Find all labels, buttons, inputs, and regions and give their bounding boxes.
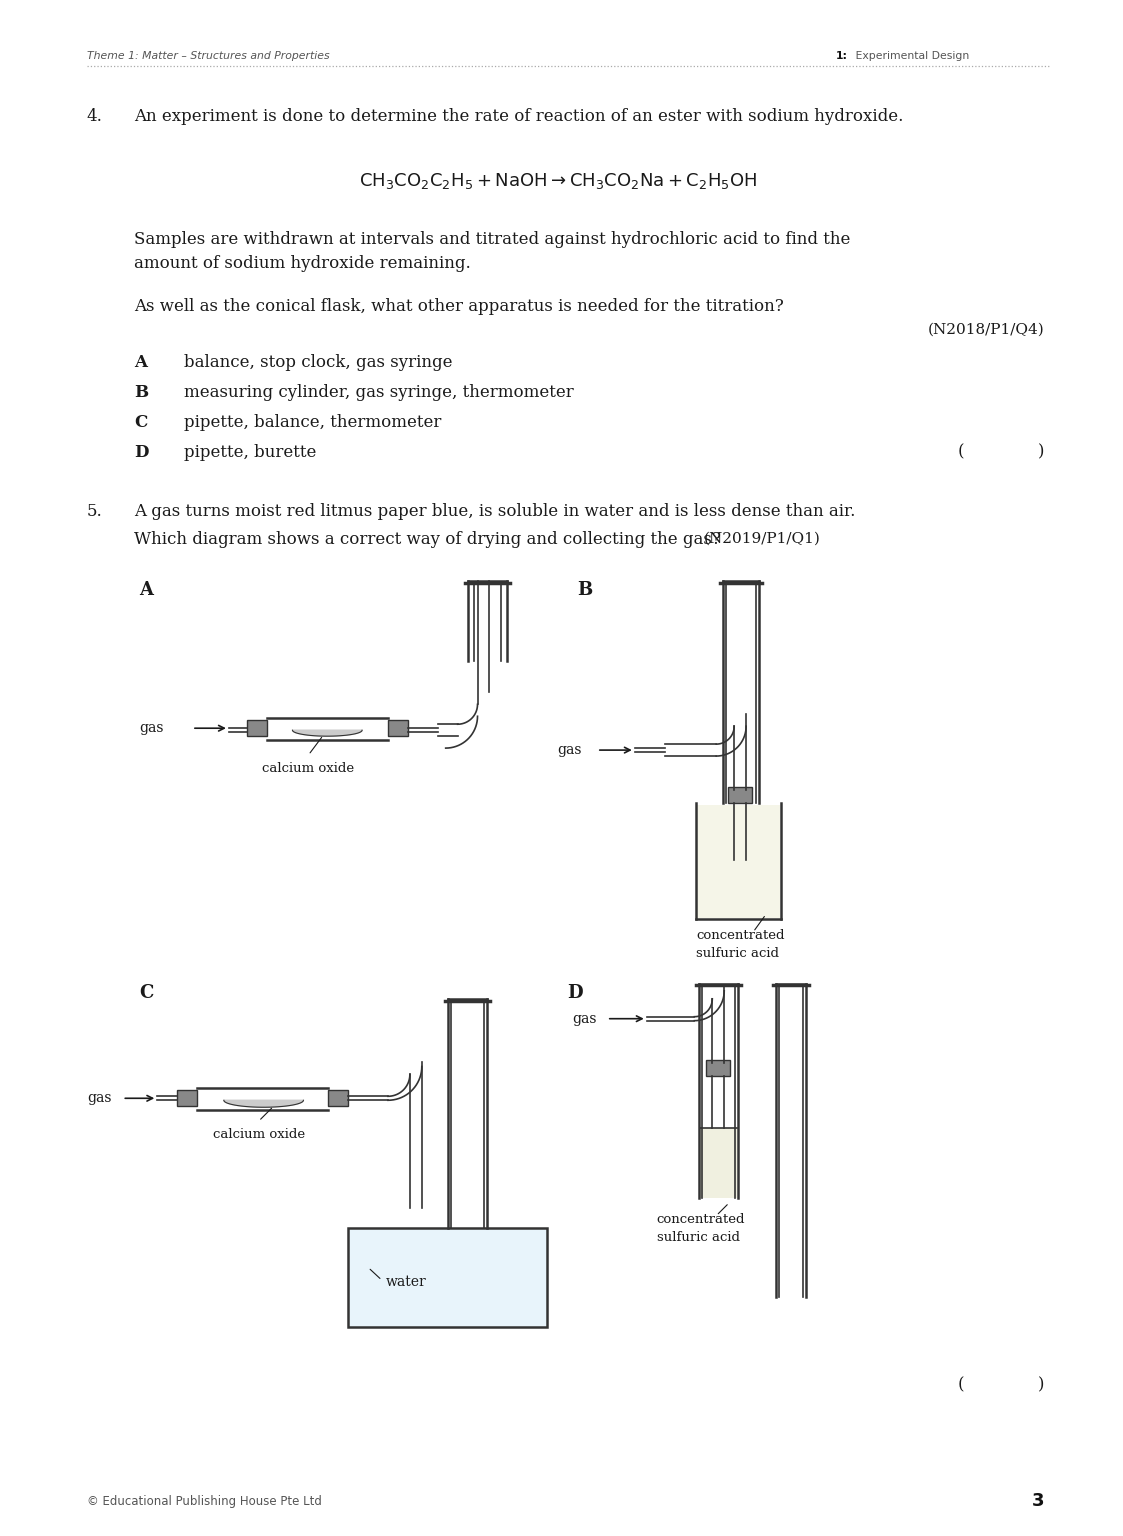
Text: sulfuric acid: sulfuric acid <box>696 948 779 960</box>
Bar <box>348 1227 547 1327</box>
Text: Experimental Design: Experimental Design <box>851 51 969 61</box>
Text: gas: gas <box>557 743 582 757</box>
Bar <box>247 720 266 736</box>
Text: A: A <box>135 355 147 372</box>
Bar <box>701 1127 737 1198</box>
Text: concentrated: concentrated <box>696 929 785 942</box>
Text: B: B <box>135 384 148 401</box>
Text: A: A <box>139 581 153 599</box>
Text: Samples are withdrawn at intervals and titrated against hydrochloric acid to fin: Samples are withdrawn at intervals and t… <box>135 230 851 247</box>
Bar <box>728 786 752 803</box>
Text: sulfuric acid: sulfuric acid <box>657 1230 740 1244</box>
Text: 3: 3 <box>1032 1491 1044 1510</box>
Polygon shape <box>223 1100 303 1107</box>
Text: gas: gas <box>88 1091 112 1106</box>
Text: pipette, balance, thermometer: pipette, balance, thermometer <box>184 413 441 430</box>
Text: (N2018/P1/Q4): (N2018/P1/Q4) <box>928 323 1044 336</box>
Text: 4.: 4. <box>86 109 102 126</box>
Bar <box>328 1091 348 1106</box>
Text: Theme 1: Matter – Structures and Properties: Theme 1: Matter – Structures and Propert… <box>86 51 329 61</box>
Polygon shape <box>292 730 362 736</box>
Text: $\mathrm{CH_3CO_2C_2H_5 + NaOH \rightarrow CH_3CO_2Na + C_2H_5OH}$: $\mathrm{CH_3CO_2C_2H_5 + NaOH \rightarr… <box>359 170 757 190</box>
Bar <box>177 1091 197 1106</box>
Text: amount of sodium hydroxide remaining.: amount of sodium hydroxide remaining. <box>135 255 471 272</box>
Text: D: D <box>567 985 583 1001</box>
Bar <box>387 720 408 736</box>
Text: concentrated: concentrated <box>657 1213 745 1226</box>
Text: 1:: 1: <box>836 51 848 61</box>
Bar <box>697 805 780 919</box>
Text: (N2019/P1/Q1): (N2019/P1/Q1) <box>703 531 820 545</box>
Text: (              ): ( ) <box>958 1376 1044 1393</box>
Text: 5.: 5. <box>86 504 102 521</box>
Text: gas: gas <box>572 1012 596 1026</box>
Text: calcium oxide: calcium oxide <box>263 762 355 776</box>
Text: A gas turns moist red litmus paper blue, is soluble in water and is less dense t: A gas turns moist red litmus paper blue,… <box>135 504 856 521</box>
Text: gas: gas <box>139 722 164 736</box>
Text: measuring cylinder, gas syringe, thermometer: measuring cylinder, gas syringe, thermom… <box>184 384 574 401</box>
Text: water: water <box>386 1275 427 1289</box>
Text: Which diagram shows a correct way of drying and collecting the gas?: Which diagram shows a correct way of dry… <box>135 531 721 548</box>
Text: An experiment is done to determine the rate of reaction of an ester with sodium : An experiment is done to determine the r… <box>135 109 904 126</box>
Text: pipette, burette: pipette, burette <box>184 444 317 461</box>
Bar <box>706 1060 730 1077</box>
Text: C: C <box>139 985 154 1001</box>
Text: D: D <box>135 444 149 461</box>
Text: © Educational Publishing House Pte Ltd: © Educational Publishing House Pte Ltd <box>86 1495 321 1508</box>
Text: (              ): ( ) <box>958 444 1044 461</box>
Text: balance, stop clock, gas syringe: balance, stop clock, gas syringe <box>184 355 453 372</box>
Text: calcium oxide: calcium oxide <box>212 1127 304 1141</box>
Text: C: C <box>135 413 147 430</box>
Text: B: B <box>577 581 592 599</box>
Text: As well as the conical flask, what other apparatus is needed for the titration?: As well as the conical flask, what other… <box>135 298 784 315</box>
